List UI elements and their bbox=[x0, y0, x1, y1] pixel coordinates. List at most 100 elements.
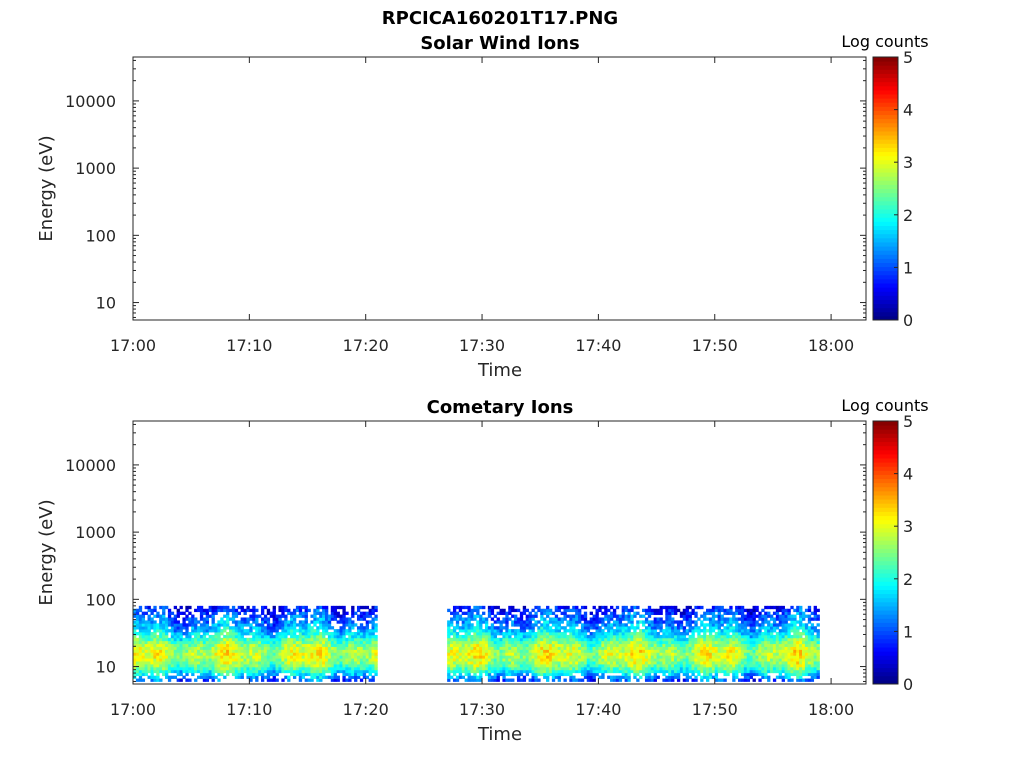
spectrogram-cell bbox=[339, 614, 343, 618]
x-axis: 17:00 17:10 17:20 17:30 17:40 17:50 18:00 bbox=[110, 57, 854, 355]
spectrogram-cell bbox=[263, 655, 268, 659]
spectrogram-cell bbox=[356, 637, 361, 642]
spectrogram-cell bbox=[499, 637, 503, 642]
spectrogram-cell bbox=[342, 637, 346, 642]
spectrogram-cell bbox=[546, 643, 550, 647]
spectrogram-cell bbox=[345, 646, 349, 650]
spectrogram-cell bbox=[263, 637, 268, 642]
spectrogram-cell bbox=[607, 669, 611, 674]
spectrogram-cell bbox=[618, 643, 623, 647]
spectrogram-cell bbox=[223, 626, 227, 630]
spectrogram-cell bbox=[644, 658, 649, 662]
spectrogram-cell bbox=[208, 608, 212, 613]
spectrogram-cell bbox=[604, 611, 608, 615]
spectrogram-cell bbox=[167, 675, 172, 679]
spectrogram-cell bbox=[217, 605, 221, 610]
spectrogram-cell bbox=[770, 658, 774, 662]
spectrogram-cell bbox=[368, 608, 372, 613]
spectrogram-cell bbox=[153, 646, 157, 650]
spectrogram-cell bbox=[351, 675, 355, 679]
spectrogram-cell bbox=[796, 637, 800, 642]
spectrogram-cell bbox=[688, 614, 692, 618]
spectrogram-cell bbox=[679, 655, 684, 659]
spectrogram-cell bbox=[720, 643, 724, 647]
spectrogram-cell bbox=[528, 634, 532, 639]
spectrogram-cell bbox=[490, 652, 495, 656]
spectrogram-cell bbox=[706, 649, 710, 653]
spectrogram-cell bbox=[281, 652, 285, 656]
colorbar-swatch bbox=[873, 303, 898, 309]
spectrogram-cell bbox=[575, 652, 579, 656]
spectrogram-cell bbox=[173, 658, 178, 662]
spectrogram-cell bbox=[133, 608, 137, 613]
spectrogram-cell bbox=[304, 634, 308, 639]
spectrogram-cell bbox=[191, 666, 195, 671]
spectrogram-cell bbox=[563, 629, 567, 633]
spectrogram-cell bbox=[258, 614, 262, 618]
spectrogram-cell bbox=[368, 649, 372, 653]
spectrogram-cell bbox=[231, 669, 236, 674]
spectrogram-cell bbox=[455, 605, 460, 610]
spectrogram-cell bbox=[461, 623, 465, 627]
spectrogram-cell bbox=[810, 678, 815, 682]
spectrogram-cell bbox=[572, 629, 576, 633]
spectrogram-cell bbox=[621, 666, 625, 671]
spectrogram-cell bbox=[176, 611, 180, 615]
y-tick-label: 100 bbox=[85, 590, 116, 609]
spectrogram-cell bbox=[234, 658, 239, 662]
spectrogram-cell bbox=[586, 626, 591, 630]
spectrogram-cell bbox=[755, 669, 759, 674]
spectrogram-cell bbox=[266, 637, 271, 642]
spectrogram-cell bbox=[336, 611, 340, 615]
spectrogram-cell bbox=[476, 678, 480, 682]
spectrogram-cell bbox=[775, 637, 780, 642]
spectrogram-cell bbox=[214, 629, 218, 633]
y-tick-label: 10000 bbox=[65, 456, 116, 475]
spectrogram-cell bbox=[447, 629, 451, 633]
spectrogram-cell bbox=[159, 646, 163, 650]
spectrogram-cell bbox=[714, 634, 719, 639]
spectrogram-cell bbox=[243, 661, 247, 665]
spectrogram-cell bbox=[249, 623, 253, 627]
spectrogram-cell bbox=[630, 646, 634, 650]
spectrogram-cell bbox=[484, 623, 489, 627]
spectrogram-cell bbox=[167, 623, 172, 627]
spectrogram-cell bbox=[781, 658, 785, 662]
spectrogram-cell bbox=[519, 666, 524, 671]
spectrogram-cell bbox=[732, 675, 736, 679]
spectrogram-cell bbox=[682, 637, 687, 642]
spectrogram-cell bbox=[627, 675, 631, 679]
spectrogram-cell bbox=[455, 614, 460, 618]
spectrogram-cell bbox=[717, 617, 721, 621]
spectrogram-cell bbox=[499, 664, 503, 668]
spectrogram-cell bbox=[170, 664, 175, 668]
spectrogram-cell bbox=[266, 672, 271, 677]
spectrogram-cell bbox=[671, 678, 675, 682]
spectrogram-cell bbox=[770, 646, 774, 650]
spectrogram-cell bbox=[196, 626, 201, 630]
spectrogram-cell bbox=[793, 626, 797, 630]
spectrogram-cell bbox=[717, 629, 721, 633]
spectrogram-cell bbox=[316, 652, 320, 656]
spectrogram-cell bbox=[473, 646, 477, 650]
spectrogram-cell bbox=[324, 623, 329, 627]
spectrogram-cell bbox=[583, 611, 588, 615]
spectrogram-cell bbox=[199, 614, 204, 618]
spectrogram-cell bbox=[804, 664, 809, 668]
spectrogram-cell bbox=[659, 640, 663, 645]
spectrogram-cell bbox=[621, 643, 625, 647]
spectrogram-cell bbox=[182, 611, 186, 615]
spectrogram-cell bbox=[490, 646, 495, 650]
spectrogram-cell bbox=[141, 646, 146, 650]
spectrogram-cell bbox=[263, 661, 268, 665]
colorbar-swatch bbox=[873, 147, 898, 153]
spectrogram-cell bbox=[653, 646, 657, 650]
spectrogram-cell bbox=[179, 666, 183, 671]
spectrogram-cell bbox=[732, 620, 736, 624]
spectrogram-cell bbox=[147, 637, 151, 642]
spectrogram-cell bbox=[522, 605, 527, 610]
spectrogram-cell bbox=[787, 649, 791, 653]
spectrogram-cell bbox=[348, 632, 352, 636]
spectrogram-cell bbox=[202, 626, 207, 630]
spectrogram-cell bbox=[633, 637, 637, 642]
